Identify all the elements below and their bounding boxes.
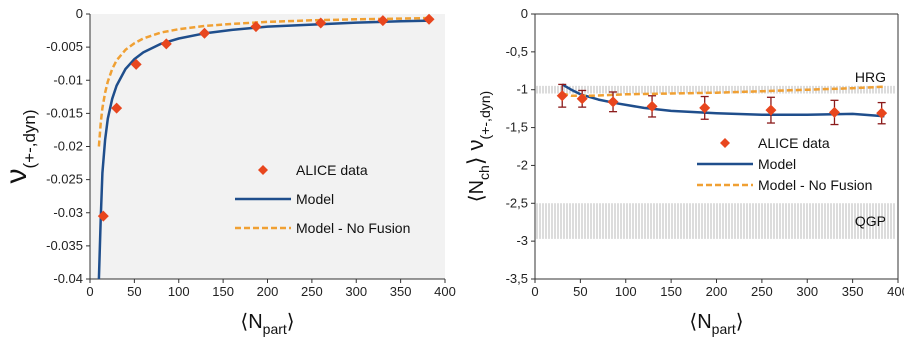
right-chart-panel: HRG QGP 0 50 100 150 200 250 300 350 400 0 -0,5 -1 -1,… xyxy=(463,6,904,337)
x-tick-label: 200 xyxy=(257,284,279,299)
y-axis-label-sub: ch xyxy=(476,165,492,180)
legend-label: ALICE data xyxy=(758,135,830,151)
y-axis-label-main: ⟨N xyxy=(466,180,488,202)
y-tick-label: -3,5 xyxy=(506,271,528,286)
alice-data-point xyxy=(198,27,210,39)
x-tick-label: 400 xyxy=(434,284,456,299)
x-tick-label: 100 xyxy=(168,284,190,299)
alice-data-point xyxy=(646,100,658,112)
y-tick-label: -0.04 xyxy=(53,271,83,286)
y-tick-label: 0 xyxy=(76,6,83,21)
legend-marker-alice xyxy=(258,165,268,175)
x-tick-label: 50 xyxy=(573,284,587,299)
alice-data-point xyxy=(607,96,619,108)
alice-data-point xyxy=(765,104,777,116)
x-tick-label: 400 xyxy=(887,284,904,299)
x-axis-label-main: ⟨N xyxy=(689,311,711,333)
y-tick-label: -0.03 xyxy=(53,205,83,220)
x-tick-label: 0 xyxy=(531,284,538,299)
legend-marker-alice xyxy=(720,138,730,148)
x-tick-label: 50 xyxy=(127,284,141,299)
x-axis-label-sub: part xyxy=(263,321,287,337)
y-tick-label: -0.035 xyxy=(46,238,83,253)
legend-label: Model xyxy=(758,156,796,172)
legend-label: Model - No Fusion xyxy=(296,220,410,236)
left-chart-panel: 0 50 100 150 200 250 300 350 400 0 -0.005 -0.01 -0.0… xyxy=(0,6,456,337)
legend-label: Model xyxy=(296,191,334,207)
alice-data-point xyxy=(556,90,568,102)
y-axis-label-sub2: (+-,dyn) xyxy=(477,91,493,140)
alice-data-point xyxy=(828,106,840,118)
y-axis-label-main: ν xyxy=(0,169,33,184)
band-label-qgp: QGP xyxy=(855,213,886,229)
y-tick-label: -3 xyxy=(516,233,528,248)
legend-label: ALICE data xyxy=(296,162,368,178)
y-tick-label: 0 xyxy=(521,6,528,21)
y-axis-label: ⟨Nch⟩ ν(+-,dyn) xyxy=(463,91,493,202)
y-axis-label-mid: ⟩ ν xyxy=(463,139,488,165)
alice-data-point xyxy=(250,21,262,33)
y-tick-label: -0.025 xyxy=(46,172,83,187)
y-tick-label: -0.005 xyxy=(46,39,83,54)
x-tick-label: 250 xyxy=(751,284,773,299)
plot-background xyxy=(90,14,445,279)
alice-data-point xyxy=(876,107,888,119)
y-axis-label-sub: (+-,dyn) xyxy=(20,109,39,168)
x-tick-label: 250 xyxy=(301,284,323,299)
x-tick-label: 300 xyxy=(345,284,367,299)
alice-data-point xyxy=(130,58,142,70)
x-tick-label: 150 xyxy=(212,284,234,299)
alice-data-point xyxy=(699,102,711,114)
alice-data-point xyxy=(377,15,389,27)
y-tick-label: -0,5 xyxy=(506,44,528,59)
x-axis-label: ⟨Npart⟩ xyxy=(689,311,743,337)
band-label-hrg: HRG xyxy=(855,69,886,85)
model-no-fusion-line xyxy=(97,16,432,147)
y-tick-label: -2,5 xyxy=(506,195,528,210)
x-tick-label: 0 xyxy=(86,284,93,299)
y-tick-label: -0.02 xyxy=(53,139,83,154)
legend-label: Model - No Fusion xyxy=(758,177,872,193)
model-line xyxy=(561,83,885,118)
x-axis-label-sub: part xyxy=(712,321,736,337)
alice-data-point xyxy=(160,38,172,50)
x-tick-label: 200 xyxy=(706,284,728,299)
alice-data-point xyxy=(576,93,588,105)
y-axis-label: ν(+-,dyn) xyxy=(0,109,39,183)
y-tick-label: -2 xyxy=(516,157,528,172)
alice-data-point xyxy=(315,17,327,29)
model-line xyxy=(97,19,432,280)
x-tick-label: 350 xyxy=(842,284,864,299)
x-axis-label-main: ⟨N xyxy=(240,311,262,333)
alice-data-point xyxy=(111,102,123,114)
y-tick-label: -0.015 xyxy=(46,105,83,120)
x-tick-label: 350 xyxy=(390,284,412,299)
y-tick-label: -1 xyxy=(516,82,528,97)
alice-data-point xyxy=(97,210,109,222)
x-axis-label: ⟨Npart⟩ xyxy=(240,311,294,337)
y-tick-label: -0.01 xyxy=(53,72,83,87)
alice-data-point xyxy=(423,13,435,25)
x-tick-label: 100 xyxy=(615,284,637,299)
x-axis-label-close: ⟩ xyxy=(287,311,295,333)
x-tick-label: 300 xyxy=(796,284,818,299)
x-tick-label: 150 xyxy=(660,284,682,299)
x-axis-label-close: ⟩ xyxy=(736,311,744,333)
band-qgp xyxy=(536,203,895,239)
y-tick-label: -1,5 xyxy=(506,120,528,135)
